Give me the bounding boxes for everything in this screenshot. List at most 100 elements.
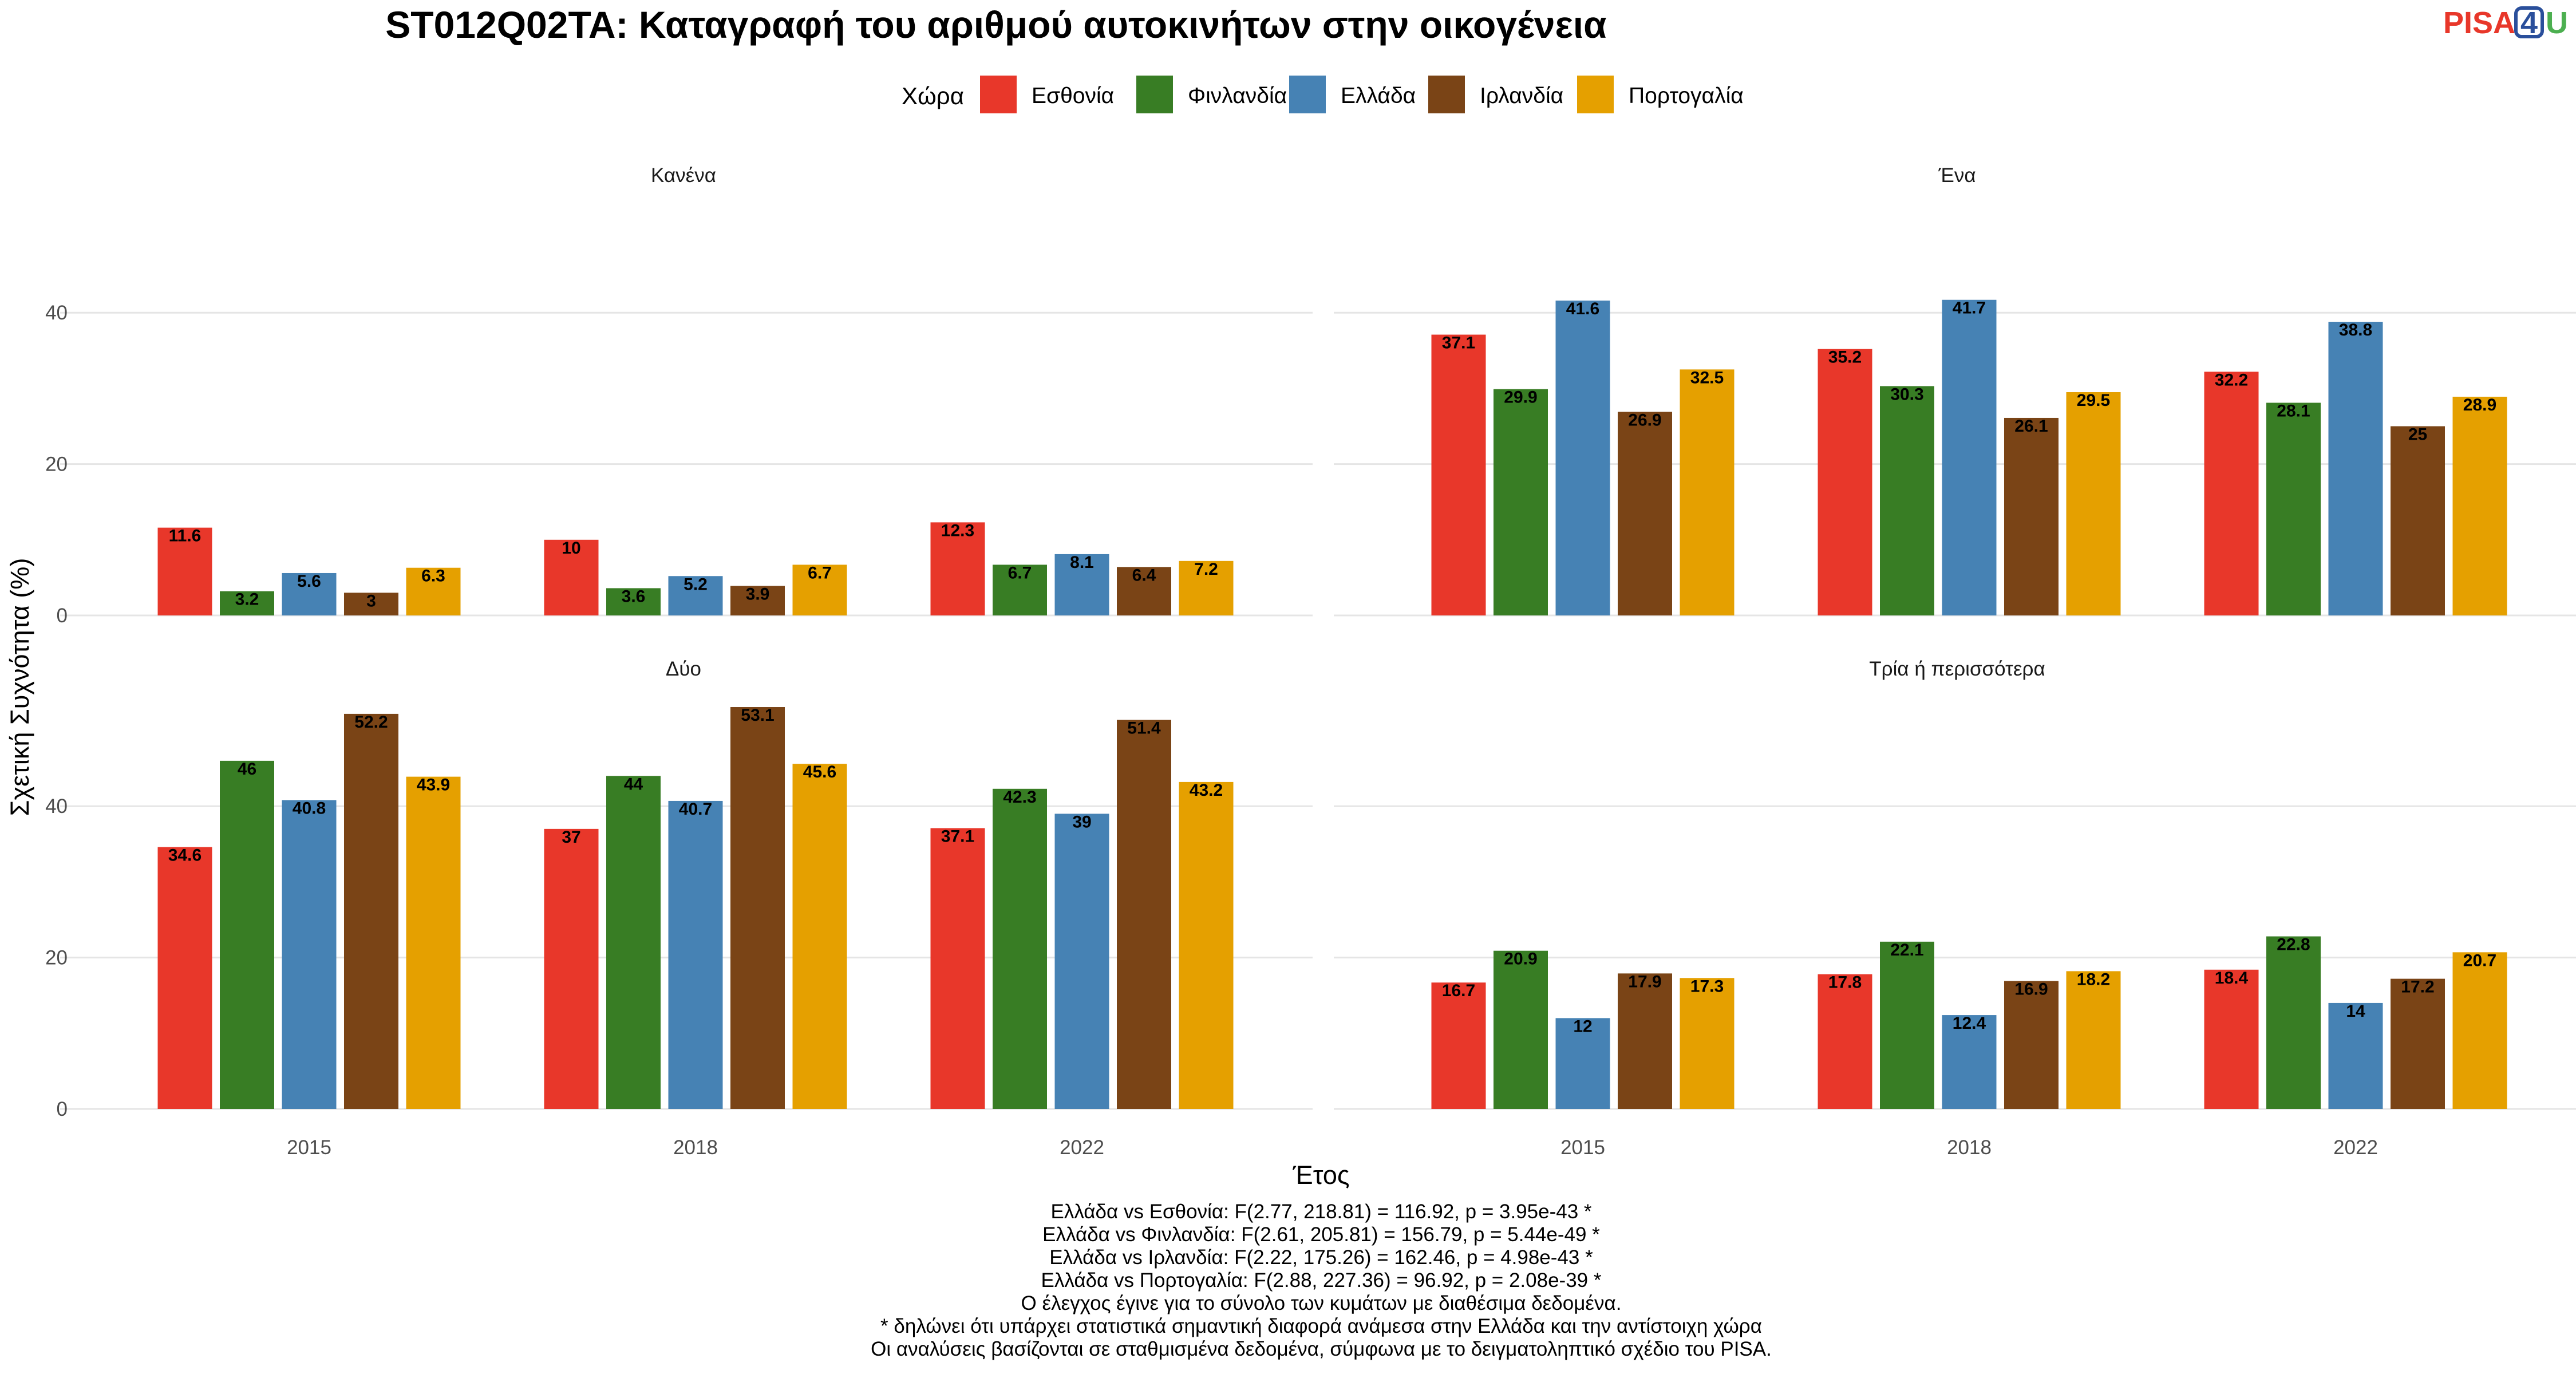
facet-title: Δύο [666,658,701,680]
data-label: 10 [562,539,580,558]
bar [792,564,847,615]
logo-text-u: U [2546,6,2568,40]
data-label: 44 [624,775,643,793]
bar [2391,978,2445,1109]
data-label: 6.3 [421,567,445,586]
data-label: 22.8 [2277,935,2310,954]
data-label: 28.9 [2463,396,2496,414]
data-label: 52.2 [354,713,388,732]
bar [1880,386,1934,615]
data-label: 28.1 [2277,402,2310,421]
bar [1818,974,1872,1109]
logo-text-pisa: PISA [2443,6,2515,40]
legend: Χώρα Εσθονία Φινλανδία Ελλάδα Ιρλανδία Πορτο… [902,76,1744,113]
bar [730,707,785,1109]
bar [2452,952,2507,1109]
bar [544,828,599,1109]
facet-panel: Δύο 0 20 40 34.6 46 40.8 52.2 43.9 37 44 40.7 53.1 45… [45,658,1313,1159]
data-label: 35.2 [1828,348,1862,367]
bar [2328,322,2383,615]
bar [2066,971,2121,1109]
data-label: 3.9 [746,585,770,603]
bar [930,522,985,615]
bar [1494,950,1548,1109]
bar [2266,402,2321,615]
x-tick-label: 2015 [287,1136,331,1159]
pisa4u-logo: PISA 4 U [2443,6,2568,40]
data-label: 37 [562,828,580,847]
data-label: 18.4 [2215,969,2249,988]
bar [606,776,661,1109]
facet-title: Ένα [1938,164,1976,187]
bar [1117,720,1171,1109]
data-label: 51.4 [1127,718,1161,737]
legend-label: Ελλάδα [1341,84,1416,108]
legend-title: Χώρα [902,82,964,109]
data-label: 38.8 [2339,321,2372,339]
x-tick-label: 2018 [1947,1136,1992,1159]
data-label: 7.2 [1194,560,1218,579]
bar [606,588,661,615]
data-label: 3 [366,591,376,610]
data-label: 26.9 [1628,410,1661,429]
bar [1555,301,1610,615]
bar [1494,389,1548,615]
data-label: 6.7 [1008,563,1032,582]
data-label: 3.6 [622,587,646,606]
data-label: 17.9 [1628,972,1661,991]
data-label: 29.9 [1504,388,1537,407]
bar [792,764,847,1109]
data-label: 12.3 [941,521,974,540]
bar [1054,554,1109,615]
y-tick-label: 40 [45,302,68,324]
data-label: 20.7 [2463,951,2496,970]
bar [157,847,212,1109]
y-tick-label: 40 [45,795,68,818]
data-label: 46 [238,760,256,779]
logo-text-four: 4 [2520,6,2538,40]
bar [668,800,723,1109]
data-label: 40.7 [679,800,712,819]
bar [1680,978,1735,1109]
data-label: 6.7 [808,563,832,582]
bar [1179,560,1234,615]
legend-label: Φινλανδία [1188,84,1287,108]
data-label: 25 [2408,425,2427,444]
data-label: 22.1 [1890,941,1923,960]
footnote-line: Οι αναλύσεις βασίζονται σε σταθμισμένα δ… [871,1338,1772,1360]
bar [1179,781,1234,1109]
bar [1555,1018,1610,1109]
facet-title: Κανένα [651,164,716,187]
data-label: 42.3 [1003,788,1036,807]
bar [344,713,398,1109]
footnote-line: Ελλάδα vs Φινλανδία: F(2.61, 205.81) = 1… [1042,1223,1600,1246]
facet-panel: Τρία ή περισσότερα 16.7 20.9 12 17.9 17.3 17.8… [1334,658,2576,1159]
x-tick-label: 2015 [1560,1136,1605,1159]
data-label: 43.9 [417,776,450,795]
footnote-line: Ελλάδα vs Εσθονία: F(2.77, 218.81) = 116… [1050,1201,1591,1223]
data-label: 37.1 [1442,334,1475,353]
legend-swatch [1136,76,1173,113]
plot-panels: Κανένα 0 20 40 11.6 3.2 5.6 3 6.3 10 3.6 5.2 3.9 6.7 1… [45,164,2576,1159]
data-label: 29.5 [2077,391,2110,410]
data-label: 43.2 [1190,781,1223,800]
bar [2328,1002,2383,1109]
y-axis-title: Σχετική Συχνότητα (%) [5,558,34,816]
data-label: 17.8 [1828,973,1862,992]
data-label: 16.7 [1442,981,1475,1000]
data-label: 12 [1573,1017,1592,1036]
legend-swatch [1577,76,1614,113]
bar [1117,567,1171,615]
data-label: 20.9 [1504,950,1537,969]
bar [1054,814,1109,1109]
data-label: 6.4 [1132,566,1156,585]
bar [1942,1015,1997,1109]
data-label: 41.7 [1953,299,1986,318]
bar [282,572,337,615]
y-tick-label: 0 [57,1098,68,1120]
bar [1618,973,1672,1109]
bar [730,586,785,615]
footnote-line: * δηλώνει ότι υπάρχει στατιστικά σημαντι… [880,1315,1762,1337]
y-tick-label: 0 [57,605,68,627]
